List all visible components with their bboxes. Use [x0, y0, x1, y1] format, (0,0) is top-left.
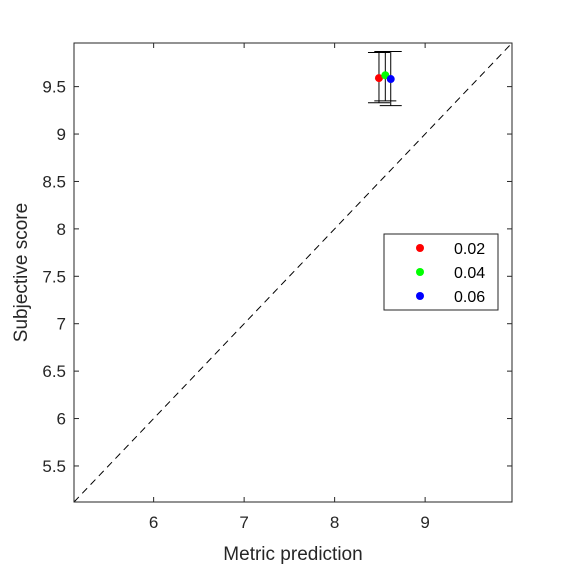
x-axis-label: Metric prediction	[223, 544, 362, 565]
data-point-0.02	[374, 74, 383, 83]
y-tick-label: 8.5	[42, 172, 66, 191]
y-tick-label: 5.5	[42, 457, 66, 476]
y-tick-label: 6.5	[42, 362, 66, 381]
x-tick-label: 6	[149, 513, 158, 532]
legend-box	[383, 233, 499, 311]
data-points	[374, 71, 395, 84]
y-tick-label: 7	[57, 315, 66, 334]
axes-box	[73, 42, 513, 503]
x-tick-label: 9	[420, 513, 429, 532]
x-tick-label: 8	[330, 513, 339, 532]
legend: 0.02 0.04 0.06	[383, 233, 499, 311]
y-tick-label: 6	[57, 410, 66, 429]
y-axis-ticks: 5.5 6 6.5 7 7.5 8 8.5 9 9.5	[42, 78, 512, 476]
y-tick-label: 7.5	[42, 267, 66, 286]
y-tick-label: 9.5	[42, 78, 66, 97]
legend-marker-0.06	[416, 292, 424, 300]
y-tick-label: 8	[57, 220, 66, 239]
legend-label-0.02: 0.02	[454, 241, 485, 258]
legend-label-0.04: 0.04	[454, 265, 485, 282]
legend-label-0.06: 0.06	[454, 289, 485, 306]
legend-marker-0.04	[416, 268, 424, 276]
plot-area	[73, 42, 513, 503]
identity-reference-line	[73, 42, 513, 503]
legend-marker-0.02	[416, 244, 424, 252]
data-point-0.06	[386, 75, 395, 84]
x-axis-ticks: 6 7 8 9	[149, 43, 430, 532]
y-tick-label: 9	[57, 125, 66, 144]
x-tick-label: 7	[239, 513, 248, 532]
y-axis-label: Subjective score	[11, 203, 32, 342]
